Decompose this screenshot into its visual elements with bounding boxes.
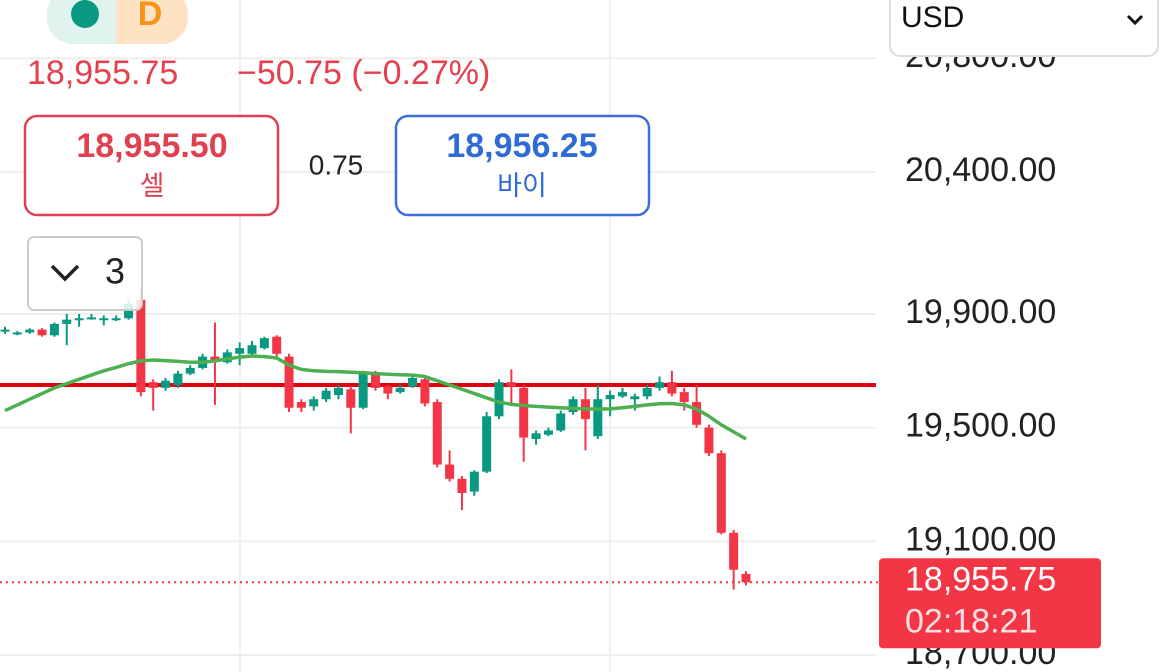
candle-body	[494, 382, 504, 417]
candle-body	[445, 464, 455, 479]
candle-body	[543, 430, 553, 435]
sell-label: 셀	[140, 171, 165, 201]
candle-body	[383, 386, 393, 394]
candle-body	[506, 382, 516, 387]
candle-body	[630, 396, 640, 400]
sell-box	[23, 114, 280, 217]
buy-price: 18,956.25	[446, 127, 597, 165]
candle-body	[618, 392, 627, 397]
spread: 0.75	[309, 149, 364, 180]
candle-body	[74, 318, 84, 321]
candle-body	[729, 532, 739, 570]
candle-body	[395, 387, 405, 393]
toggle-box	[27, 236, 143, 311]
candle-body	[12, 332, 22, 335]
buy-label: 바이	[497, 171, 547, 201]
candle-body	[62, 319, 72, 324]
y-tick-label: 20,400.00	[905, 151, 1056, 189]
chevron-icon	[50, 264, 80, 282]
candle-body	[556, 413, 566, 431]
candle-body	[161, 380, 171, 388]
y-tick-label: 19,900.00	[905, 293, 1056, 331]
candle-body	[716, 453, 726, 533]
candle-body	[667, 382, 677, 394]
header-price: 18,955.75	[27, 54, 178, 92]
candle-body	[346, 389, 356, 408]
candle-body	[185, 367, 195, 374]
candle-body	[371, 373, 380, 388]
candle-body	[679, 392, 689, 403]
candle-body	[704, 427, 714, 454]
candle-body	[741, 573, 751, 583]
candle-body	[210, 356, 220, 361]
candle-body	[321, 390, 331, 400]
candle-body	[272, 336, 282, 354]
candle-body	[284, 356, 294, 408]
candle-body	[420, 379, 430, 404]
candle-body	[593, 399, 603, 437]
candle-body	[482, 416, 492, 472]
plot-area	[0, 0, 879, 672]
candle-body	[519, 387, 529, 438]
candle-body	[247, 345, 257, 354]
currency-label: USD	[901, 1, 964, 34]
candle-body	[111, 318, 121, 321]
dropdown-box	[889, 0, 1159, 57]
buy-button[interactable]: 18,956.25 바이	[394, 114, 651, 217]
candle-body	[37, 329, 47, 336]
candle-body	[692, 402, 702, 425]
candle-body	[25, 329, 35, 333]
indicator-count: 3	[105, 251, 125, 292]
candle-body	[655, 382, 665, 388]
candle-body	[408, 377, 418, 387]
candle-body	[0, 329, 10, 332]
currency-dropdown[interactable]: USD	[889, 0, 1159, 57]
candle-body	[259, 338, 269, 349]
status-dot	[71, 0, 99, 28]
candle-body	[309, 399, 319, 407]
last-price-label: 18,955.75	[905, 560, 1056, 598]
symbol-badge[interactable]: D	[47, 0, 188, 44]
sell-button[interactable]: 18,955.50 셀	[23, 114, 280, 217]
sell-price: 18,955.50	[76, 127, 227, 165]
candle-body	[99, 318, 109, 321]
candle-body	[124, 304, 133, 319]
candle-body	[136, 299, 146, 393]
badge-right-fill	[116, 0, 146, 44]
candle-body	[358, 373, 368, 408]
candle-body	[148, 382, 158, 388]
candle-body	[568, 399, 578, 413]
indicator-toggle[interactable]: 3	[27, 236, 143, 311]
candle-body	[432, 402, 442, 465]
candle-body	[333, 387, 343, 395]
y-tick-label: 19,500.00	[905, 407, 1056, 445]
badge-label: D	[138, 0, 163, 33]
buy-box	[394, 114, 651, 217]
candle-body	[531, 433, 541, 440]
y-tick-label: 19,100.00	[905, 520, 1056, 558]
candle-body	[457, 478, 467, 493]
header-change: −50.75 (−0.27%)	[237, 54, 490, 92]
moving-average-line	[4, 354, 747, 441]
candle-body	[642, 387, 652, 397]
countdown-label: 02:18:21	[905, 602, 1037, 640]
candle-body	[235, 348, 245, 354]
candle-body	[49, 323, 59, 336]
candle-body	[86, 317, 96, 320]
candle-body	[605, 394, 615, 400]
last-price-tag: 18,955.75 02:18:21	[879, 558, 1101, 649]
candle-body	[173, 373, 183, 386]
last-price-box	[879, 558, 1101, 649]
candle-body	[469, 471, 479, 492]
candle-body	[296, 402, 306, 408]
dropdown-chevron	[1126, 14, 1144, 26]
